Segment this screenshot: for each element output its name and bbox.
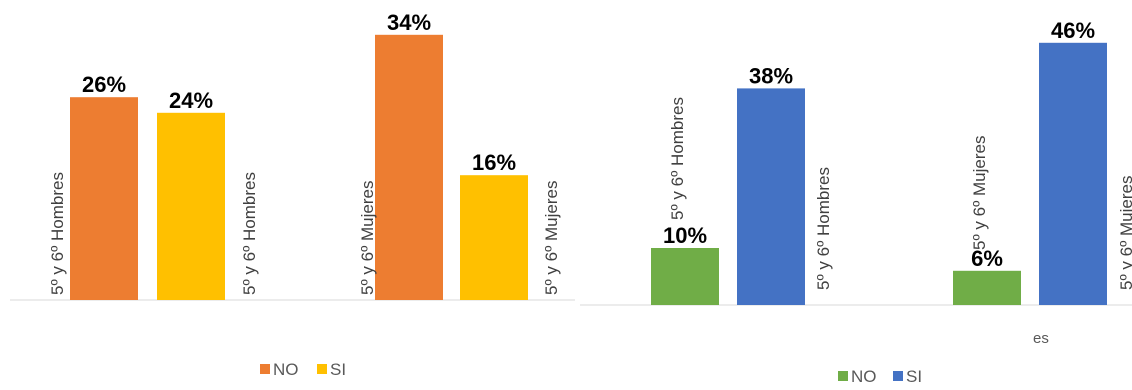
chart2-value-label-si-1: 38%	[749, 63, 793, 88]
chart1-bar-no-1	[70, 97, 138, 300]
chart1-value-label-no-2: 34%	[387, 10, 431, 35]
chart1-value-label-no-1: 26%	[82, 72, 126, 97]
chart2-bar-si-2	[1039, 42, 1107, 306]
chart2-category-label-2: 5º y 6º Hombres	[814, 167, 833, 290]
chart2-bar-no-2	[953, 270, 1021, 305]
chart2-value-label-no-2: 6%	[971, 246, 1003, 271]
chart1-category-label-3: 5º y 6º Mujeres	[358, 181, 377, 295]
chart2-category-label-3: 5º y 6º Mujeres	[970, 136, 989, 250]
chart1-legend-label-no: NO	[273, 360, 299, 379]
chart2-legend-label-si: SI	[906, 367, 922, 386]
chart1-legend-swatch-si	[317, 364, 327, 374]
chart1-category-label-1: 5º y 6º Hombres	[48, 172, 67, 295]
chart1-category-label-4: 5º y 6º Mujeres	[542, 181, 561, 295]
chart2-value-label-si-2: 46%	[1051, 18, 1095, 43]
chart1-bar-no-2	[375, 34, 443, 301]
chart2-legend-swatch-si	[893, 371, 903, 381]
chart2-category-label-4: 5º y 6º Mujeres	[1117, 176, 1132, 290]
chart1-value-label-si-1: 24%	[169, 88, 213, 113]
chart2-bar-no-1	[651, 248, 719, 305]
chart1-legend-swatch-no	[260, 364, 270, 374]
chart2-category-label-1: 5º y 6º Hombres	[668, 97, 687, 220]
chart2-partial-label: es	[1033, 330, 1049, 347]
chart1-bar-si-2	[460, 175, 528, 300]
chart1-value-label-si-2: 16%	[472, 150, 516, 175]
chart2-legend-swatch-no	[838, 371, 848, 381]
chart2-value-label-no-1: 10%	[663, 223, 707, 248]
chart1-category-label-2: 5º y 6º Hombres	[240, 172, 259, 295]
chart2-bar-si-1	[737, 88, 805, 306]
chart1-legend-label-si: SI	[330, 360, 346, 379]
chart1-bar-si-1	[157, 112, 225, 300]
chart2-legend-label-no: NO	[851, 367, 877, 386]
